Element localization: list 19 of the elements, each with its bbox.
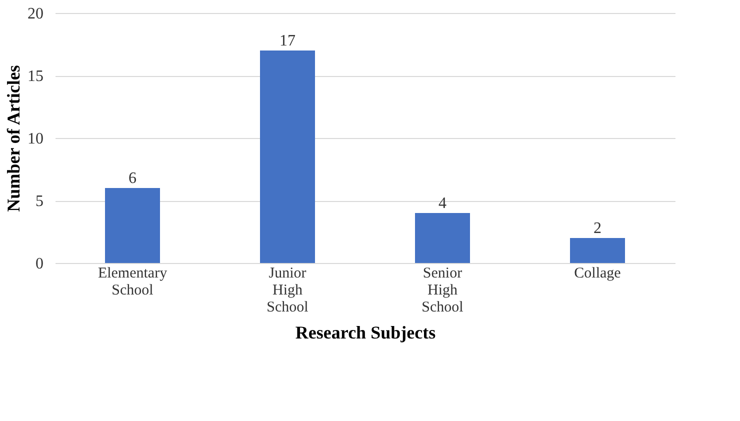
data-label: 6 <box>128 170 136 187</box>
x-tick-label: Collage <box>574 266 622 282</box>
y-tick-label: 5 <box>36 193 44 210</box>
x-tick-label: Junior High School <box>266 266 308 316</box>
bar <box>105 188 160 263</box>
y-tick-label: 15 <box>28 68 44 85</box>
x-tick-label: Senior High School <box>422 266 464 316</box>
data-label: 2 <box>594 220 602 237</box>
bar <box>570 238 625 263</box>
y-tick-label: 20 <box>28 6 44 22</box>
y-axis-title: Number of Articles <box>4 65 24 212</box>
data-label: 4 <box>438 195 446 212</box>
data-label: 17 <box>280 32 296 50</box>
y-tick-label: 10 <box>28 130 44 148</box>
x-axis-title: Research Subjects <box>295 322 436 342</box>
x-tick-label: Elementary School <box>98 266 168 298</box>
bar <box>415 213 470 263</box>
bar <box>260 50 315 263</box>
y-tick-label: 0 <box>36 256 44 272</box>
